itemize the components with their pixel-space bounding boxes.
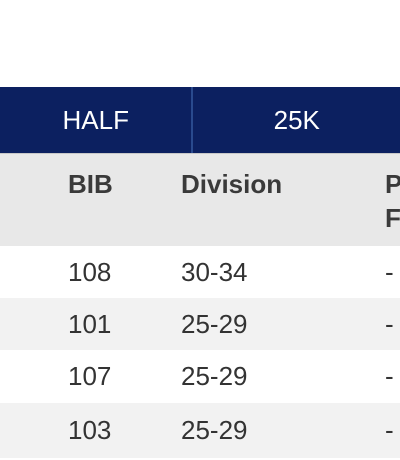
cell-bib: 103 (68, 415, 112, 445)
results-table-header: BIB Division P F (0, 154, 400, 246)
tab-half[interactable]: HALF (0, 87, 194, 153)
column-header-place[interactable]: P F (385, 169, 400, 233)
cell-place: - (385, 309, 394, 339)
table-row[interactable]: 107 25-29 - (0, 350, 400, 402)
column-header-bib[interactable]: BIB (68, 169, 113, 199)
cell-place: - (385, 415, 394, 445)
cell-division: 25-29 (181, 309, 248, 339)
table-row[interactable]: 108 30-34 - (0, 246, 400, 298)
table-row[interactable]: 103 25-29 - (0, 403, 400, 458)
cell-place: - (385, 361, 394, 391)
cell-bib: 107 (68, 361, 112, 391)
tab-25k[interactable]: 25K (273, 104, 320, 135)
cell-division: 30-34 (181, 257, 248, 287)
cell-bib: 108 (68, 257, 112, 287)
table-row[interactable]: 101 25-29 - (0, 298, 400, 350)
cell-division: 25-29 (181, 361, 248, 391)
cell-bib: 101 (68, 309, 112, 339)
cell-place: - (385, 257, 394, 287)
cell-division: 25-29 (181, 415, 248, 445)
column-header-division[interactable]: Division (181, 169, 283, 199)
race-tab-bar: HALF 25K (0, 87, 400, 154)
